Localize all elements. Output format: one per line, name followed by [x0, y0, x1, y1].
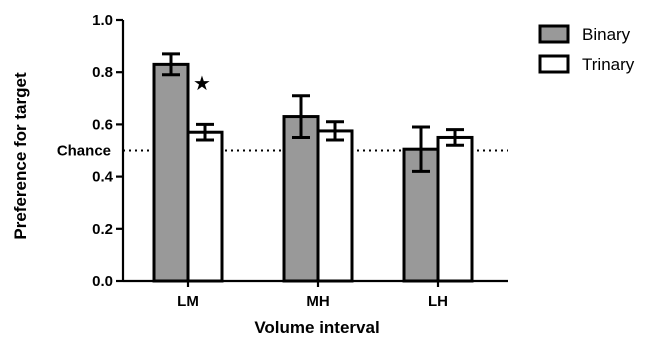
x-axis-title: Volume interval — [254, 318, 379, 337]
y-tick-label: 0.2 — [92, 221, 113, 238]
y-tick-label: 0.8 — [92, 64, 113, 81]
error-bar-binary-lh — [412, 125, 430, 173]
legend-label-binary: Binary — [582, 25, 631, 44]
bars — [152, 52, 474, 283]
error-bar-trinary-lh — [446, 128, 464, 147]
chance-label: Chance — [57, 143, 111, 160]
y-axis: 0.0 0.2 0.4 0.6 0.8 1.0 — [92, 12, 125, 290]
bar-trinary-lm — [186, 130, 224, 283]
legend-swatch-trinary — [538, 54, 570, 74]
x-tick-label: LH — [428, 293, 448, 310]
y-tick-label: 0.4 — [92, 169, 114, 186]
bar-trinary-mh — [316, 129, 354, 283]
y-tick-label: 0.6 — [92, 116, 113, 133]
bar-binary-lm — [152, 62, 190, 283]
x-axis: LM MH LH — [123, 279, 508, 310]
y-tick-label: 1.0 — [92, 12, 113, 29]
x-tick-label: LM — [177, 293, 199, 310]
bar-binary-mh — [282, 115, 320, 283]
y-axis-title: Preference for target — [11, 72, 30, 240]
bar-trinary-lh — [436, 135, 474, 283]
y-tick-label: 0.0 — [92, 273, 113, 290]
legend-label-trinary: Trinary — [582, 55, 635, 74]
significance-star: ★ — [193, 71, 211, 95]
error-bar-trinary-lm — [196, 122, 214, 142]
legend: Binary Trinary — [538, 24, 635, 74]
error-bar-binary-mh — [292, 94, 310, 139]
error-bar-trinary-mh — [326, 120, 344, 142]
legend-swatch-binary — [538, 24, 570, 44]
error-bar-binary-lm — [162, 52, 180, 77]
x-tick-label: MH — [306, 293, 329, 310]
